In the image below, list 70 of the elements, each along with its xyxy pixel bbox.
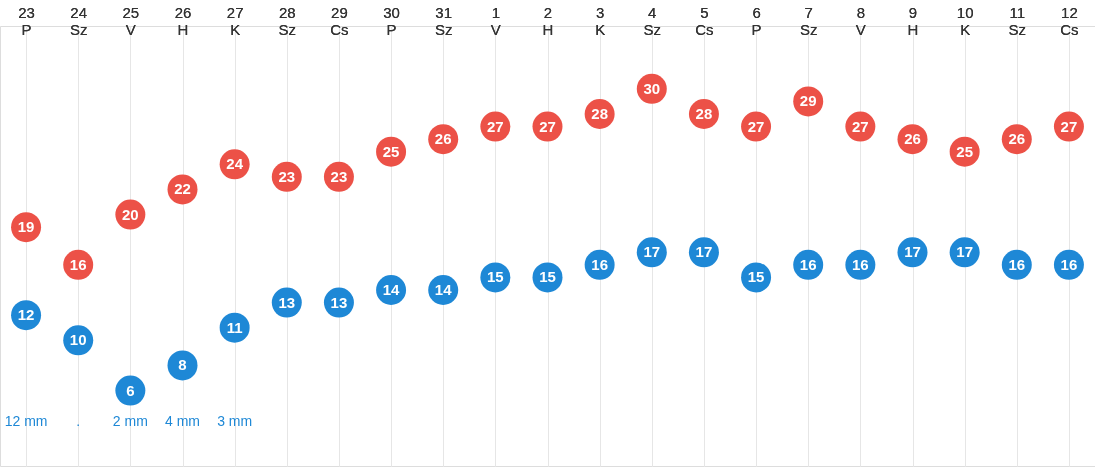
data-label: 16 bbox=[852, 255, 869, 273]
data-label: 17 bbox=[904, 243, 921, 261]
point bbox=[167, 350, 198, 381]
x-tick-label: 11 Sz bbox=[1008, 3, 1027, 38]
annotation: 4 mm bbox=[165, 413, 200, 429]
data-label: 23 bbox=[330, 167, 348, 185]
data-label: 27 bbox=[747, 117, 765, 135]
data-label: 12 bbox=[17, 306, 35, 324]
x-tick-label: 30 P bbox=[383, 3, 400, 38]
data-label: 19 bbox=[17, 218, 35, 236]
data-label: 27 bbox=[1060, 117, 1078, 135]
data-label: 26 bbox=[1008, 130, 1026, 148]
data-label: 16 bbox=[591, 255, 608, 273]
data-label: 13 bbox=[278, 293, 296, 311]
data-label: 16 bbox=[1060, 255, 1078, 273]
x-tick-label: 3 K bbox=[595, 3, 606, 38]
data-label: 27 bbox=[852, 117, 869, 135]
data-label: 23 bbox=[278, 167, 296, 185]
data-label: 22 bbox=[174, 180, 191, 198]
data-label: 8 bbox=[178, 356, 187, 374]
x-tick-label: 26 H bbox=[174, 3, 192, 38]
data-label: 13 bbox=[330, 293, 348, 311]
data-label: 16 bbox=[69, 255, 87, 273]
annotation: 3 mm bbox=[217, 413, 253, 429]
data-label: 16 bbox=[799, 255, 817, 273]
x-tick-label: 5 Cs bbox=[695, 3, 714, 38]
x-tick-label: 9 H bbox=[907, 3, 919, 38]
data-label: 17 bbox=[695, 243, 713, 261]
data-label: 28 bbox=[591, 105, 608, 122]
data-label: 15 bbox=[747, 268, 765, 286]
annotation: 2 mm bbox=[112, 413, 148, 429]
data-label: 27 bbox=[539, 117, 556, 135]
annotation: 12 mm bbox=[4, 413, 48, 429]
data-label: 16 bbox=[1008, 255, 1026, 273]
data-label: 26 bbox=[434, 130, 452, 148]
data-label: 14 bbox=[434, 281, 453, 298]
data-label: 15 bbox=[487, 268, 504, 286]
annotation: . bbox=[76, 413, 81, 429]
x-tick-label: 24 Sz bbox=[69, 3, 88, 38]
data-label: 10 bbox=[69, 331, 87, 349]
data-label: 28 bbox=[695, 105, 713, 122]
x-tick-label: 1 V bbox=[490, 3, 501, 38]
data-label: 17 bbox=[643, 243, 661, 261]
data-label: 11 bbox=[226, 318, 243, 336]
x-tick-label: 28 Sz bbox=[278, 3, 297, 38]
x-tick-label: 7 Sz bbox=[799, 3, 818, 38]
data-label: 29 bbox=[799, 92, 817, 110]
data-label: 17 bbox=[956, 243, 973, 261]
x-tick-label: 29 Cs bbox=[330, 3, 349, 38]
data-label: 20 bbox=[122, 205, 139, 223]
x-tick-label: 31 Sz bbox=[434, 3, 453, 38]
point bbox=[115, 375, 146, 406]
data-label: 25 bbox=[382, 142, 400, 160]
data-label: 14 bbox=[382, 281, 401, 298]
x-tick-label: 8 V bbox=[855, 3, 866, 38]
x-tick-label: 6 P bbox=[751, 3, 762, 38]
data-label: 27 bbox=[487, 117, 504, 135]
x-tick-label: 27 K bbox=[226, 3, 244, 38]
x-tick-label: 25 V bbox=[122, 3, 140, 38]
data-label: 24 bbox=[226, 155, 244, 173]
data-label: 6 bbox=[126, 381, 135, 399]
data-label: 15 bbox=[539, 268, 556, 286]
data-label: 25 bbox=[956, 142, 973, 160]
data-label: 26 bbox=[904, 130, 921, 148]
x-tick-label: 4 Sz bbox=[643, 3, 662, 38]
data-label: 30 bbox=[643, 79, 661, 97]
x-tick-label: 23 P bbox=[18, 3, 35, 38]
x-tick-label: 2 H bbox=[542, 3, 554, 38]
x-tick-label: 12 Cs bbox=[1060, 3, 1079, 38]
x-tick-label: 10 K bbox=[956, 3, 974, 38]
